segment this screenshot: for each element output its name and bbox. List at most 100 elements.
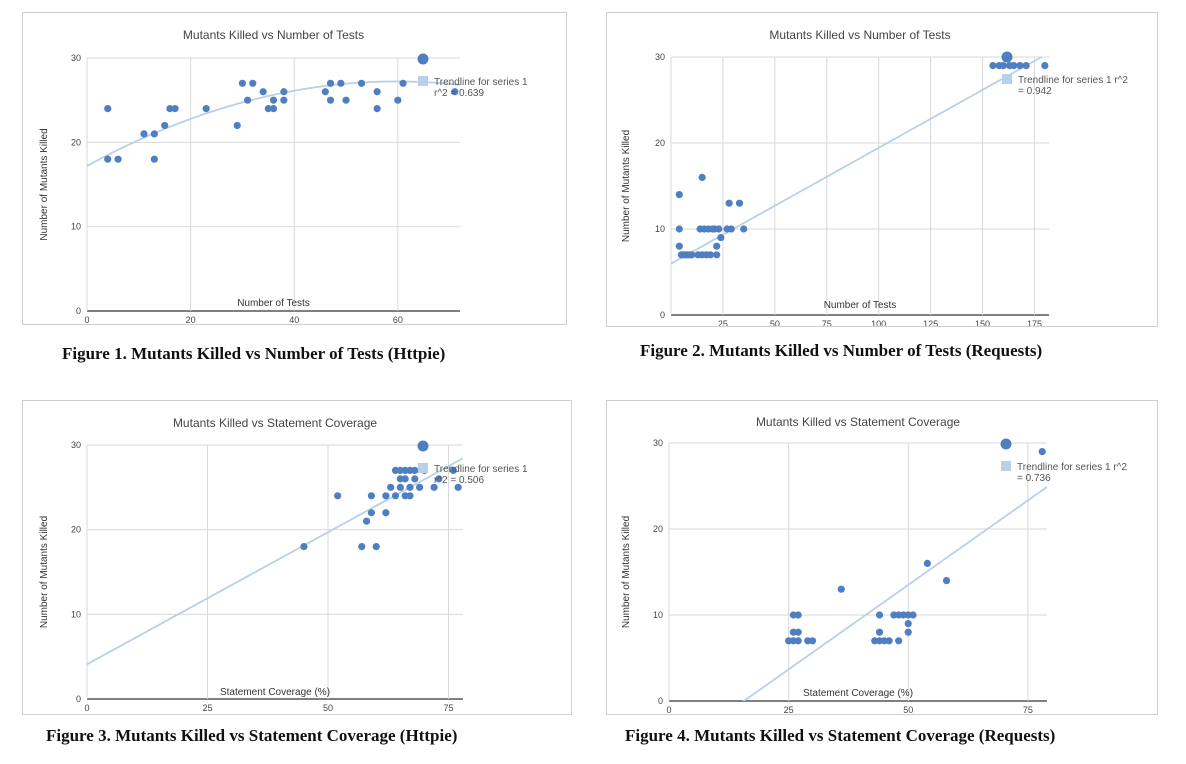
data-point: [449, 466, 457, 474]
x-tick-label: 175: [1027, 319, 1042, 326]
data-point: [416, 483, 424, 491]
data-point: [269, 105, 278, 113]
data-point: [399, 79, 407, 87]
x-tick-label: 50: [903, 705, 913, 714]
x-tick-label: 150: [975, 319, 990, 326]
data-point: [717, 234, 725, 242]
y-tick-label: 30: [71, 440, 81, 450]
legend-r-squared: r^2 = 0.639: [434, 88, 484, 99]
trendline: [87, 457, 463, 666]
legend-r-squared: = 0.942: [1018, 86, 1052, 97]
scatter-chart-4: 0 10 20 30 0 25 50 75 Mutants Killed vs Statemen…: [621, 415, 1127, 714]
data-point: [451, 88, 459, 96]
chart-title: Mutants Killed vs Statement Coverage: [756, 415, 960, 429]
data-point: [735, 199, 744, 207]
data-point: [1041, 62, 1049, 70]
legend-series-marker: [1001, 51, 1013, 63]
data-point: [713, 242, 721, 250]
data-point: [357, 79, 366, 87]
x-tick-label: 75: [822, 319, 832, 326]
data-point: [161, 121, 169, 130]
x-axis-label: Statement Coverage (%): [220, 687, 330, 698]
figure-caption-3: Figure 3. Mutants Killed vs Statement Co…: [46, 726, 458, 745]
x-tick-label: 75: [444, 703, 454, 713]
y-tick-label: 20: [653, 524, 663, 534]
chart-panel-1: 0 10 20 30 0 20 40 60 Mutants Killed vs Number o…: [22, 12, 567, 325]
data-point: [367, 509, 376, 517]
x-tick-label: 60: [393, 315, 403, 324]
data-point: [837, 585, 845, 593]
y-tick-label: 20: [71, 525, 81, 535]
x-tick-label: 125: [923, 319, 938, 326]
x-tick-label: 75: [1023, 705, 1033, 714]
chart-panel-2: 0 10 20 30 25 50 75 100 125 150 175 Mutants Killed …: [606, 12, 1158, 327]
data-point: [342, 96, 350, 104]
data-point: [362, 517, 371, 525]
data-point: [740, 225, 748, 233]
data-point: [401, 475, 409, 483]
y-tick-label: 30: [653, 438, 663, 448]
data-point: [909, 611, 917, 619]
x-axis-label: Number of Tests: [237, 298, 310, 309]
y-tick-label: 30: [655, 52, 665, 62]
data-point: [367, 492, 376, 500]
data-point: [1022, 62, 1030, 70]
data-point: [382, 492, 390, 500]
data-point: [238, 79, 247, 87]
y-axis-label: Number of Mutants Killed: [621, 130, 632, 242]
legend-r-squared: = 0.736: [1017, 473, 1051, 484]
data-point: [1010, 62, 1018, 70]
y-tick-label: 10: [653, 610, 663, 620]
data-point: [454, 483, 462, 491]
legend-trendline-swatch: [418, 76, 428, 86]
scatter-chart-3: 0 10 20 30 0 25 50 75 Mutants Killed vs Statemen…: [39, 416, 528, 713]
data-point: [923, 559, 931, 567]
data-point: [150, 155, 158, 163]
data-point: [727, 225, 735, 233]
x-axis-label: Statement Coverage (%): [803, 688, 913, 699]
x-tick-label: 20: [186, 315, 196, 324]
data-point: [387, 483, 395, 491]
data-point: [382, 509, 390, 517]
figure-caption-1: Figure 1. Mutants Killed vs Number of Te…: [62, 344, 446, 363]
x-tick-label: 50: [770, 319, 780, 326]
y-tick-label: 0: [76, 694, 81, 704]
data-point: [904, 628, 912, 636]
data-point: [150, 130, 158, 138]
x-tick-label: 0: [84, 703, 89, 713]
chart-title: Mutants Killed vs Statement Coverage: [173, 416, 377, 430]
y-tick-label: 20: [655, 138, 665, 148]
legend-trendline-label: Trendline for series 1 r^2: [1017, 462, 1127, 473]
data-point: [885, 637, 893, 645]
legend-series-marker: [417, 53, 429, 65]
data-point: [1016, 62, 1024, 70]
x-tick-label: 25: [718, 319, 728, 326]
data-point: [875, 611, 884, 619]
trendline: [742, 486, 1047, 701]
legend-r-squared: r^2 = 0.506: [434, 475, 484, 486]
y-tick-label: 0: [76, 306, 81, 316]
data-point: [358, 543, 366, 551]
data-point: [171, 105, 179, 113]
figure-caption-4: Figure 4. Mutants Killed vs Statement Co…: [625, 726, 1056, 745]
data-point: [675, 242, 683, 250]
data-point: [411, 475, 419, 483]
data-point: [264, 105, 272, 113]
data-point: [999, 62, 1007, 70]
x-tick-label: 0: [84, 315, 89, 324]
scatter-chart-2: 0 10 20 30 25 50 75 100 125 150 175 Mutants Killed …: [621, 28, 1128, 326]
y-axis-label: Number of Mutants Killed: [39, 516, 50, 628]
data-point: [166, 105, 174, 113]
y-tick-label: 0: [658, 696, 663, 706]
data-point: [337, 79, 345, 87]
data-point: [391, 492, 400, 500]
data-point: [372, 543, 380, 551]
x-tick-label: 50: [323, 703, 333, 713]
data-point: [300, 543, 308, 551]
legend-series-marker: [417, 440, 429, 452]
figure-caption-2: Figure 2. Mutants Killed vs Number of Te…: [640, 341, 1043, 360]
chart-panel-3: 0 10 20 30 0 25 50 75 Mutants Killed vs Statemen…: [22, 400, 572, 715]
data-point: [259, 88, 267, 96]
data-point: [140, 130, 148, 138]
data-point: [406, 492, 414, 500]
